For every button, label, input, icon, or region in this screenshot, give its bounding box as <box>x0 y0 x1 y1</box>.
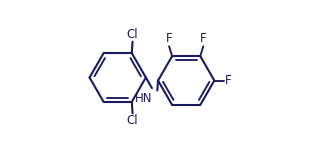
Text: F: F <box>200 32 207 45</box>
Text: Cl: Cl <box>127 114 138 127</box>
Text: HN: HN <box>135 92 153 105</box>
Text: F: F <box>225 74 231 87</box>
Text: Cl: Cl <box>127 28 138 41</box>
Text: F: F <box>166 32 172 45</box>
